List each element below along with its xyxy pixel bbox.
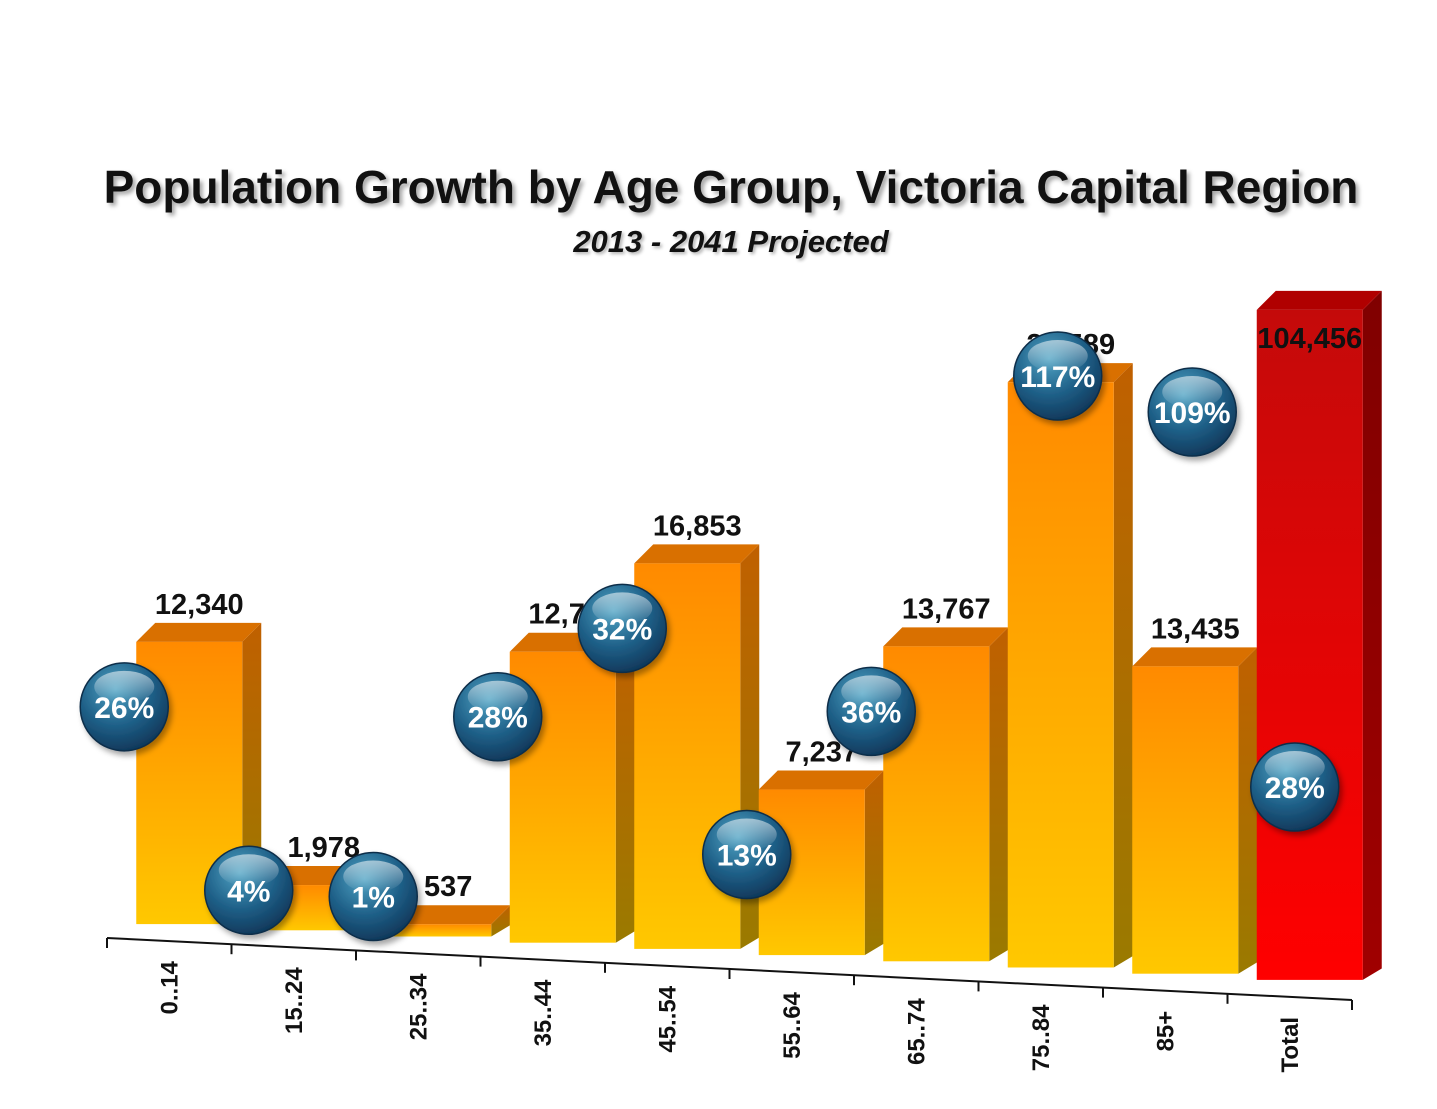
growth-bubble: 13% [702, 809, 792, 900]
growth-label: 28% [468, 702, 528, 735]
bar-side [615, 632, 635, 943]
bubble-shine [1027, 340, 1088, 372]
growth-bubble: 28% [453, 671, 543, 762]
bubble-shine [592, 592, 653, 625]
bubble-shine [467, 680, 528, 713]
bar-Total [1256, 290, 1382, 980]
bar-75..84 [1007, 363, 1133, 968]
bar-front [1007, 382, 1114, 968]
bubble-shine [1162, 376, 1223, 408]
bar-25..34 [385, 905, 511, 937]
bar-top [758, 770, 884, 790]
growth-bubble: 109% [1147, 367, 1237, 457]
bar-65..74 [883, 627, 1009, 962]
x-axis [106, 937, 1353, 1010]
value-label: 1,978 [287, 832, 360, 864]
bar-top [634, 544, 760, 564]
growth-label: 4% [227, 875, 270, 908]
value-label: 13,435 [1151, 613, 1240, 645]
value-label: 12,340 [155, 589, 244, 621]
bar-side [1113, 363, 1133, 968]
growth-label: 109% [1154, 397, 1231, 430]
value-label: 537 [424, 871, 472, 903]
bubble-shine [343, 860, 404, 893]
bar-front [1132, 666, 1239, 974]
bar-side [1238, 647, 1258, 974]
growth-label: 117% [1020, 361, 1095, 394]
tick-label: 45..54 [654, 985, 681, 1052]
growth-bubble: 117% [1013, 331, 1103, 421]
tick-label: 35..44 [530, 979, 557, 1046]
value-label: 16,853 [653, 510, 742, 542]
growth-bubble: 26% [79, 662, 169, 752]
bubble-shine [1264, 751, 1325, 783]
bar-top [883, 627, 1009, 647]
tick-label: 75..84 [1028, 1004, 1055, 1071]
growth-bubbles: 26% 4% 1% 28% 32% 13% 36% 117% 109% 28% [79, 331, 1340, 942]
growth-bubble: 36% [826, 666, 916, 757]
growth-bubble: 28% [1250, 742, 1340, 832]
growth-label: 36% [841, 696, 901, 729]
bar-side [1362, 290, 1382, 980]
bar-top [385, 905, 511, 925]
value-label: 104,456 [1257, 323, 1362, 355]
bar-side [989, 627, 1009, 962]
bubble-shine [94, 670, 155, 703]
growth-bubble: 4% [204, 845, 294, 936]
bubble-shine [218, 854, 279, 887]
tick-labels: 0..14 15..24 25..34 35..44 45..54 55..64 65..7… [156, 960, 1304, 1072]
bubble-shine [841, 675, 902, 708]
tick-label: 0..14 [156, 960, 183, 1014]
bar-top [1132, 647, 1258, 667]
growth-label: 26% [94, 692, 154, 725]
bubble-shine [716, 818, 777, 851]
tick-label: 15..24 [281, 967, 308, 1034]
bar-side [491, 905, 511, 937]
growth-label: 13% [717, 840, 777, 873]
chart-subtitle: 2013 - 2041 Projected [573, 224, 889, 259]
bar-85+ [1132, 647, 1258, 974]
tick-label: 65..74 [903, 998, 930, 1065]
growth-label: 1% [352, 881, 395, 914]
tick-label: Total [1277, 1017, 1304, 1073]
bar-front [385, 924, 492, 937]
growth-label: 28% [1265, 772, 1325, 805]
bar-front [1256, 309, 1363, 980]
value-label: 13,767 [902, 593, 991, 625]
bar-side [864, 770, 884, 956]
growth-label: 32% [592, 613, 652, 646]
tick-label: 25..34 [405, 973, 432, 1040]
chart-title: Population Growth by Age Group, Victoria… [103, 161, 1359, 213]
tick-label: 85+ [1152, 1011, 1179, 1052]
bar-top [136, 622, 262, 642]
bar-top [1256, 290, 1382, 310]
growth-bubble: 1% [328, 851, 418, 942]
growth-bubble: 32% [577, 583, 667, 674]
bar-35..44 [509, 632, 635, 943]
tick-label: 55..64 [779, 991, 806, 1058]
